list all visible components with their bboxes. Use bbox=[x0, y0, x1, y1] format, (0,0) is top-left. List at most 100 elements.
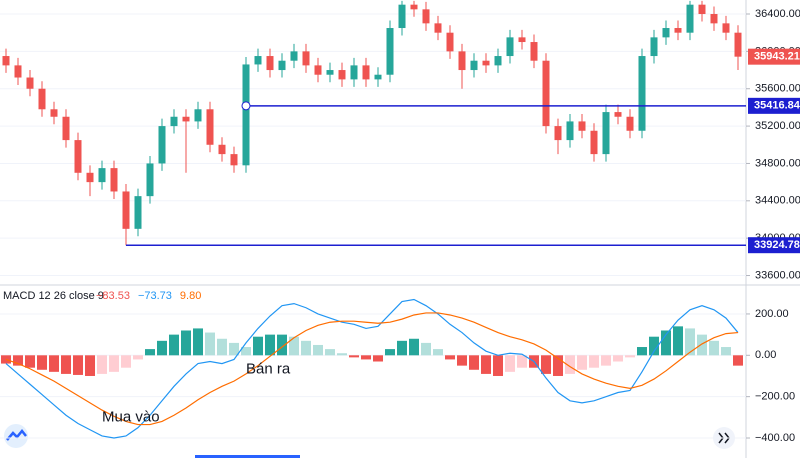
y-tick-label: 35600.00 bbox=[755, 83, 800, 95]
histogram-bar bbox=[121, 355, 131, 368]
y-tick-label: −400.00 bbox=[755, 432, 795, 444]
price-label-box bbox=[748, 237, 800, 254]
candle-body bbox=[122, 191, 130, 229]
candle-body bbox=[626, 116, 634, 131]
histogram-bar bbox=[205, 332, 215, 356]
histogram-bar bbox=[169, 334, 179, 356]
histogram-bar bbox=[313, 344, 323, 356]
candle-body bbox=[14, 65, 22, 78]
histogram-bar bbox=[289, 336, 299, 356]
candle-body bbox=[482, 60, 490, 66]
y-tick-label: 34400.00 bbox=[755, 195, 800, 207]
y-tick-label: 36400.00 bbox=[755, 8, 800, 20]
indicator-line bbox=[5, 298, 739, 439]
candle-body bbox=[734, 32, 742, 57]
candle-body bbox=[266, 56, 274, 71]
candle-body bbox=[110, 168, 118, 192]
indicator-line bbox=[5, 312, 739, 426]
y-tick-label: 34800.00 bbox=[755, 157, 800, 169]
candle-body bbox=[242, 64, 250, 166]
candle-body bbox=[86, 172, 94, 183]
candle-body bbox=[206, 109, 214, 145]
histogram-bar bbox=[109, 355, 119, 372]
candle-body bbox=[350, 65, 358, 80]
histogram-bar bbox=[697, 334, 707, 356]
candle-body bbox=[254, 56, 262, 65]
histogram-bar bbox=[241, 347, 251, 356]
candle-body bbox=[302, 51, 310, 66]
candle-body bbox=[338, 70, 346, 80]
histogram-bar bbox=[481, 355, 491, 374]
candle-body bbox=[74, 140, 82, 173]
histogram-bar bbox=[97, 355, 107, 374]
histogram-bar bbox=[589, 355, 599, 368]
y-tick-label: 200.00 bbox=[755, 308, 789, 320]
candle-body bbox=[374, 74, 382, 80]
y-tick-label: −200.00 bbox=[755, 391, 795, 403]
candle-body bbox=[458, 51, 466, 71]
candle-body bbox=[710, 14, 718, 24]
histogram-bar bbox=[613, 355, 623, 362]
logo[interactable] bbox=[4, 424, 28, 448]
candle-body bbox=[590, 130, 598, 155]
histogram-bar bbox=[433, 349, 443, 356]
histogram-bar bbox=[721, 347, 731, 356]
candle-body bbox=[182, 116, 190, 122]
histogram-bar bbox=[625, 355, 635, 358]
price-label: 33924.78 bbox=[754, 239, 800, 251]
candle-body bbox=[494, 56, 502, 66]
price-label-box bbox=[748, 48, 800, 65]
level-anchor bbox=[241, 101, 251, 111]
logo-icon[interactable] bbox=[6, 429, 27, 441]
candle-body bbox=[134, 196, 142, 229]
annotation: Bán ra bbox=[246, 361, 291, 378]
histogram-bar bbox=[505, 355, 515, 372]
candle-body bbox=[326, 70, 334, 75]
indicator-value: −83.53 bbox=[96, 290, 130, 302]
histogram-bar bbox=[565, 355, 575, 374]
candle-body bbox=[722, 23, 730, 33]
candle-body bbox=[470, 60, 478, 71]
price-label-box bbox=[748, 97, 800, 114]
candle-body bbox=[686, 4, 694, 33]
histogram-bar bbox=[277, 334, 287, 356]
candle-body bbox=[146, 163, 154, 197]
candle-body bbox=[650, 37, 658, 57]
candle-body bbox=[50, 109, 58, 117]
histogram-bar bbox=[577, 355, 587, 370]
candle-body bbox=[530, 42, 538, 61]
histogram-bar bbox=[193, 328, 203, 356]
candle-body bbox=[578, 121, 586, 131]
candle-body bbox=[278, 60, 286, 71]
histogram-bar bbox=[649, 336, 659, 356]
candle-body bbox=[2, 56, 10, 66]
candle-body bbox=[230, 154, 238, 166]
histogram-bar bbox=[373, 355, 383, 362]
price-label: 35943.21 bbox=[754, 51, 800, 63]
candle-body bbox=[410, 4, 418, 10]
histogram-bar bbox=[337, 353, 347, 356]
candle-body bbox=[314, 65, 322, 75]
histogram-bar bbox=[421, 342, 431, 356]
histogram-bar bbox=[181, 330, 191, 356]
histogram-bar bbox=[133, 355, 143, 360]
candle-body bbox=[638, 56, 646, 131]
candle-body bbox=[446, 32, 454, 52]
histogram-bar bbox=[145, 349, 155, 356]
histogram-bar bbox=[709, 340, 719, 356]
candle-body bbox=[398, 4, 406, 29]
histogram-bar bbox=[541, 355, 551, 374]
histogram-bar bbox=[673, 326, 683, 356]
candle-body bbox=[170, 116, 178, 127]
candle-body bbox=[422, 9, 430, 24]
histogram-bar bbox=[733, 355, 743, 366]
candle-body bbox=[62, 116, 70, 141]
histogram-bar bbox=[253, 336, 263, 356]
histogram-bar bbox=[493, 355, 503, 376]
candle-body bbox=[614, 112, 622, 117]
histogram-bar bbox=[601, 355, 611, 366]
histogram-bar bbox=[37, 355, 47, 370]
indicator-name: MACD 12 26 close 9 bbox=[3, 290, 104, 302]
y-tick-label: 33600.00 bbox=[755, 269, 800, 281]
